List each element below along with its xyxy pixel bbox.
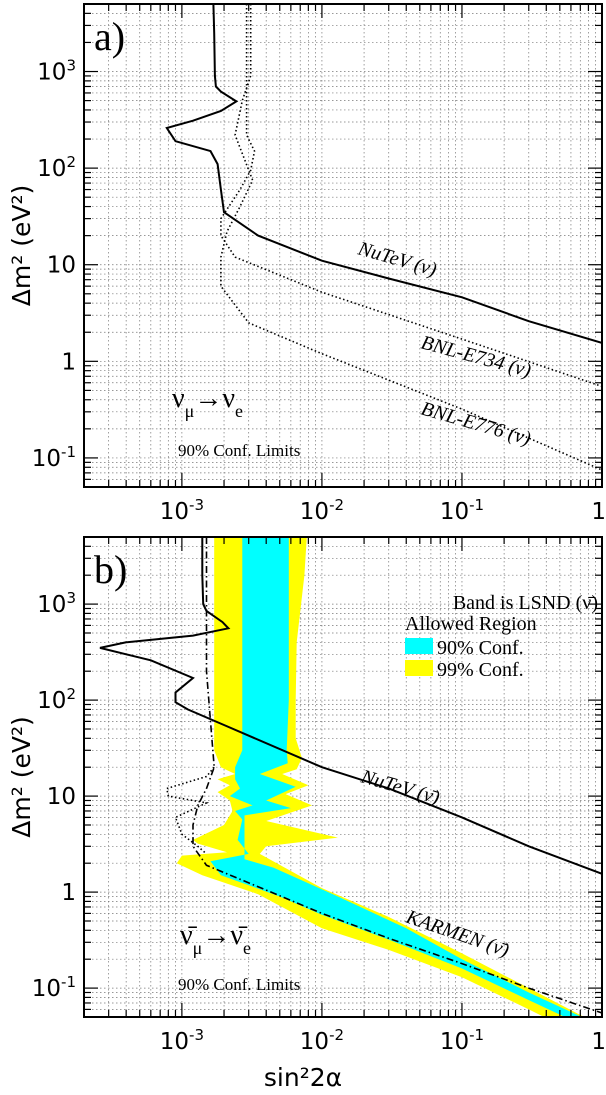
panel-a: 10-3 10-2 10-1 1 10-1 1 10 102 103 a) Δm² (eV²) νμ… [7, 3, 606, 525]
ticks-b [83, 536, 603, 1018]
y-tick-label: 10-1 [32, 443, 76, 472]
curve-label: BNL-E776 (ν) [419, 398, 534, 450]
process-label: νμ→νe [172, 383, 243, 421]
y-tick-label: 103 [37, 589, 76, 618]
legend-entry: 99% Conf. [437, 659, 524, 681]
y-tick-label: 103 [37, 57, 76, 86]
band-90-conf [210, 537, 582, 1017]
labels-b: b) Δm² (eV²) sin²2α ν̄μ→ν̄e 90% Conf. Limits… [7, 547, 598, 1092]
series-line-nutev [99, 537, 602, 875]
x-tick-label: 10-3 [160, 1026, 204, 1055]
grid-a [83, 3, 603, 488]
bands-b [176, 537, 585, 1017]
curve-label: BNL-E734 (ν) [419, 332, 534, 383]
y-tick-label: 102 [37, 153, 76, 182]
ticks-a [83, 3, 603, 488]
legend-title: Band is LSND (ν̄) [453, 592, 598, 614]
y-tick-label: 10 [47, 253, 76, 279]
x-tick-label: 1 [591, 499, 606, 525]
confidence-label: 90% Conf. Limits [178, 441, 300, 460]
curves-b [99, 537, 602, 1014]
y-tick-label: 10 [47, 784, 76, 810]
x-tick-label: 1 [591, 1029, 606, 1055]
x-tick-label: 10-3 [160, 496, 204, 525]
y-axis-label: Δm² (eV²) [7, 716, 36, 837]
curves-a [165, 4, 602, 471]
series-line-bnl-e734 [220, 4, 602, 388]
x-axis-label: sin²2α [264, 1063, 342, 1092]
x-tick-label: 10-2 [300, 1026, 344, 1055]
legend-swatch [405, 660, 433, 676]
x-tick-label: 10-1 [440, 496, 484, 525]
series-line-karmen [192, 537, 602, 1014]
panel-b: 10-3 10-2 10-1 1 10-1 1 10 102 103 b) Δm² (eV²) si… [7, 536, 606, 1092]
x-tick-label: 10-1 [440, 1026, 484, 1055]
curve-label: NuTeV (ν) [355, 237, 440, 281]
panel-label: a) [94, 14, 125, 59]
tick-labels-b: 10-3 10-2 10-1 1 10-1 1 10 102 103 [32, 589, 606, 1055]
process-label: ν̄μ→ν̄e [180, 920, 251, 958]
x-tick-label: 10-2 [300, 496, 344, 525]
y-axis-label: Δm² (eV²) [7, 185, 36, 306]
curve-label: NuTeV (ν̄) [358, 765, 443, 809]
legend-entry: 90% Conf. [437, 637, 524, 659]
y-tick-label: 102 [37, 685, 76, 714]
tick-labels-a: 10-3 10-2 10-1 1 10-1 1 10 102 103 [32, 57, 606, 525]
y-tick-label: 10-1 [32, 973, 76, 1002]
y-tick-label: 1 [61, 349, 76, 375]
confidence-label: 90% Conf. Limits [178, 975, 300, 994]
series-line-nutev [165, 4, 602, 344]
legend-swatch [405, 638, 433, 654]
plot-frame-a [83, 3, 603, 488]
plot-frame-b [83, 536, 603, 1018]
legend-title-2: Allowed Region [405, 613, 537, 635]
y-tick-label: 1 [61, 880, 76, 906]
panel-label: b) [94, 547, 127, 592]
series-line-dotted [165, 766, 215, 855]
